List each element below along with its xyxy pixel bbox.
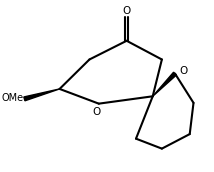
Text: O: O bbox=[93, 107, 101, 117]
Text: OMe: OMe bbox=[1, 93, 23, 103]
Polygon shape bbox=[24, 89, 59, 101]
Text: O: O bbox=[179, 66, 188, 76]
Polygon shape bbox=[153, 72, 176, 96]
Text: O: O bbox=[123, 6, 131, 16]
